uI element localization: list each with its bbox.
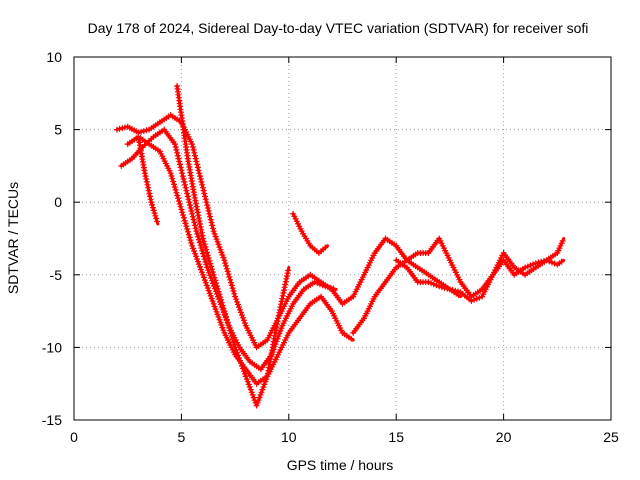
y-tick-label: -5 xyxy=(50,267,63,283)
y-axis-title: SDTVAR / TECUs xyxy=(5,182,21,294)
x-tick-label: 10 xyxy=(281,429,297,445)
x-axis-title: GPS time / hours xyxy=(287,457,394,473)
series-markers xyxy=(290,210,329,256)
data-series xyxy=(114,83,566,409)
y-tick-label: -15 xyxy=(42,412,62,428)
grid xyxy=(74,57,611,420)
series-track-8 xyxy=(393,257,566,304)
series-track-6 xyxy=(290,210,329,256)
series-markers xyxy=(174,83,292,409)
y-tick-label: -10 xyxy=(42,339,62,355)
y-tick-label: 10 xyxy=(46,49,62,65)
series-markers xyxy=(393,257,565,304)
series-markers xyxy=(350,235,566,336)
series-track-7 xyxy=(350,235,566,336)
x-tick-label: 20 xyxy=(496,429,512,445)
axis-ticks: 0 5 10 15 20 25 -15 -10 -5 0 5 10 xyxy=(42,49,619,445)
x-tick-label: 15 xyxy=(388,429,404,445)
x-tick-label: 0 xyxy=(70,429,78,445)
series-markers xyxy=(135,133,160,225)
y-tick-label: 5 xyxy=(54,122,62,138)
chart-title: Day 178 of 2024, Sidereal Day-to-day VTE… xyxy=(88,20,589,36)
plot-frame xyxy=(73,56,612,421)
x-tick-label: 25 xyxy=(603,429,619,445)
series-track-4 xyxy=(174,83,292,409)
series-track-5 xyxy=(135,133,160,226)
y-tick-label: 0 xyxy=(54,194,62,210)
x-tick-label: 5 xyxy=(178,429,186,445)
